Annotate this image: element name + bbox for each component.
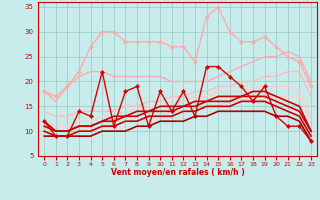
X-axis label: Vent moyen/en rafales ( km/h ): Vent moyen/en rafales ( km/h ) bbox=[111, 168, 244, 177]
